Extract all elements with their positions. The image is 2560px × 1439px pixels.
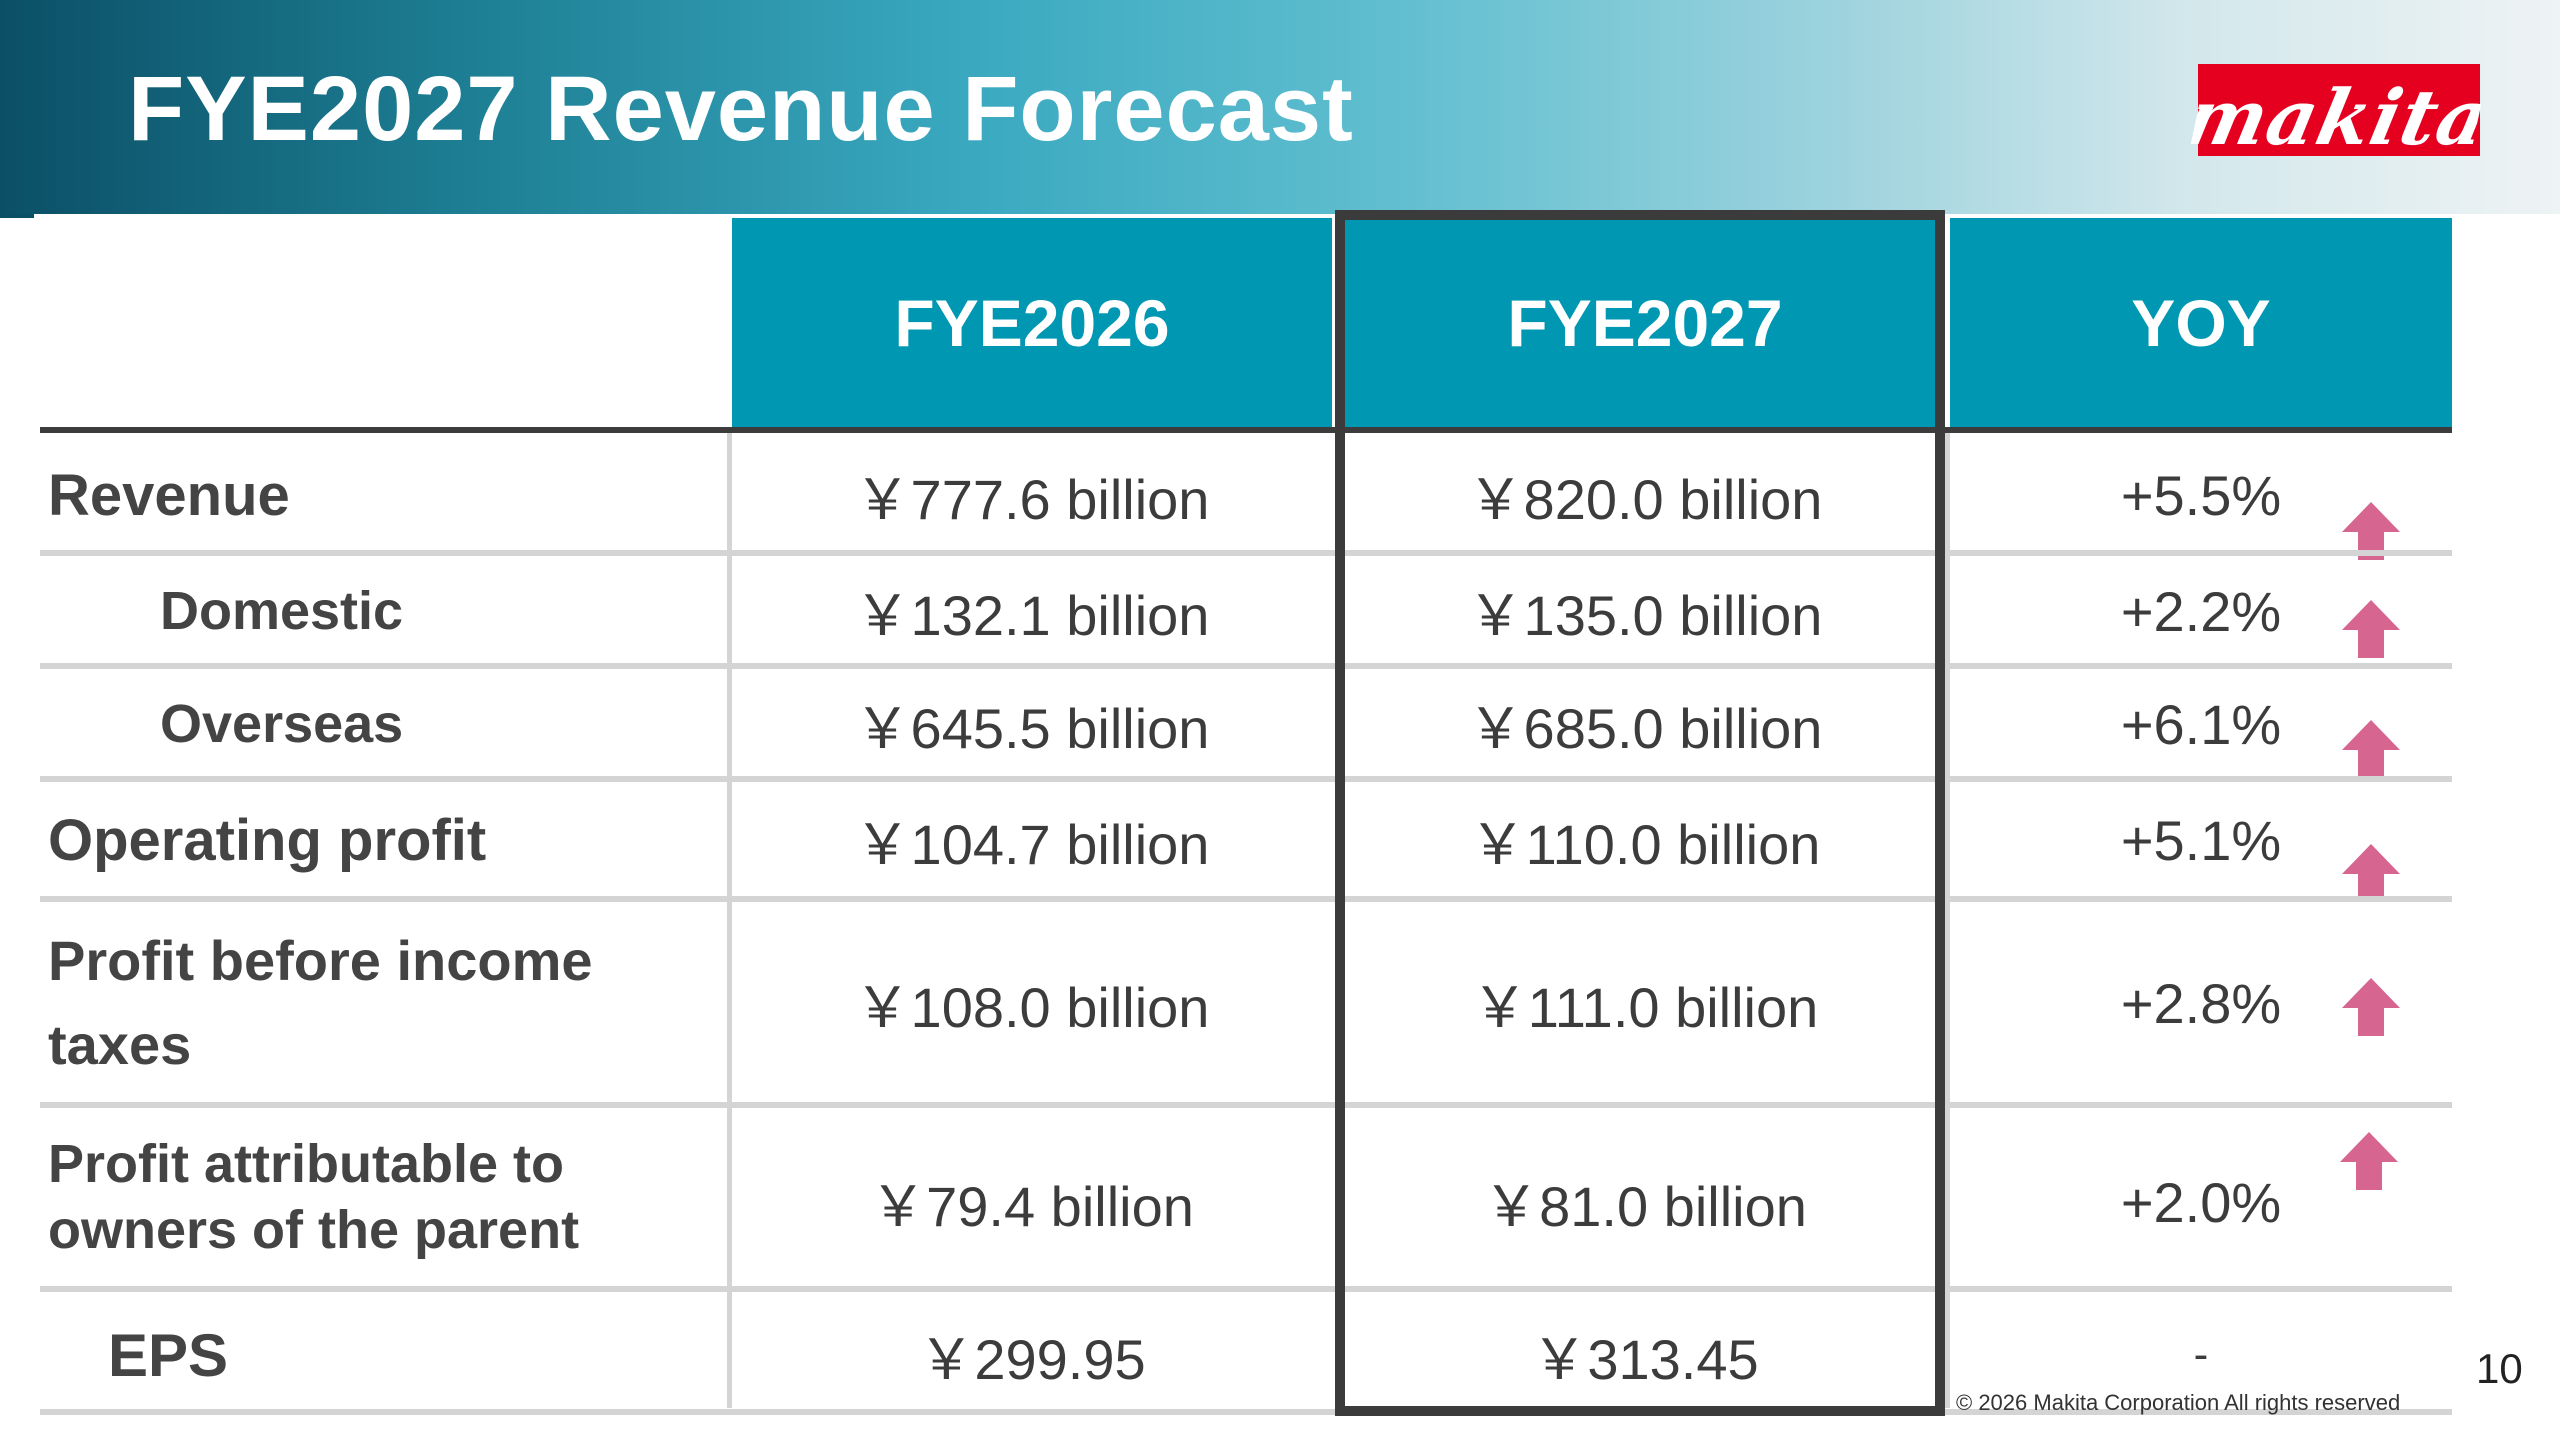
up-arrow-icon <box>2340 718 2402 780</box>
value-fye2027: ￥685.0 billion <box>1467 696 1823 760</box>
row-label-line: Profit attributable to <box>48 1134 564 1194</box>
value-fye2027: ￥313.45 <box>1531 1327 1759 1391</box>
value-fye2026: ￥108.0 billion <box>854 975 1210 1039</box>
value-fye2027: ￥111.0 billion <box>1471 975 1819 1039</box>
value-yoy: +5.1% <box>2120 808 2282 872</box>
logo-wordmark: makita <box>2188 73 2490 156</box>
page-title: FYE2027 Revenue Forecast <box>128 58 1354 160</box>
value-yoy: +2.0% <box>2120 1170 2282 1234</box>
row-label: Profit before income taxes <box>48 902 593 1104</box>
value-fye2026: ￥645.5 billion <box>854 696 1210 760</box>
up-arrow-icon <box>2340 598 2402 660</box>
title-banner <box>0 0 2560 214</box>
up-arrow-icon <box>2340 500 2402 562</box>
value-fye2027: ￥110.0 billion <box>1469 812 1821 876</box>
row-label: Operating profit <box>48 807 487 873</box>
column-divider <box>1945 433 1950 1408</box>
row-divider <box>40 896 2452 902</box>
value-fye2026: ￥132.1 billion <box>854 583 1210 647</box>
up-arrow-icon <box>2340 842 2402 904</box>
row-label-line: owners of the parent <box>48 1200 580 1260</box>
value-yoy: +5.5% <box>2120 463 2282 527</box>
up-arrow-icon <box>2338 1130 2400 1192</box>
value-fye2027: ￥820.0 billion <box>1467 467 1823 531</box>
column-header-fye2027: FYE2027 <box>1345 218 1945 428</box>
value-fye2026: ￥299.95 <box>918 1327 1146 1391</box>
column-header-yoy: YOY <box>1950 218 2452 428</box>
value-fye2027: ￥135.0 billion <box>1467 583 1823 647</box>
value-fye2026: ￥79.4 billion <box>870 1174 1194 1238</box>
header-divider <box>40 427 2452 433</box>
makita-logo: makita <box>2188 64 2490 156</box>
page-number: 10 <box>2476 1345 2523 1392</box>
row-divider <box>40 550 2452 556</box>
value-fye2027: ￥81.0 billion <box>1483 1174 1807 1238</box>
row-label: Domestic <box>160 581 404 641</box>
row-divider <box>40 1102 2452 1108</box>
column-header-fye2026: FYE2026 <box>732 218 1332 428</box>
row-label: Revenue <box>48 462 290 528</box>
row-label-line: Profit before income <box>48 929 593 992</box>
value-fye2026: ￥104.7 billion <box>854 812 1210 876</box>
value-yoy: - <box>2193 1330 2209 1379</box>
row-divider <box>40 1286 2452 1292</box>
value-fye2026: ￥777.6 billion <box>854 467 1210 531</box>
row-divider <box>40 663 2452 669</box>
up-arrow-icon <box>2340 976 2402 1038</box>
row-label: Overseas <box>160 694 404 754</box>
column-divider <box>727 433 732 1408</box>
row-divider <box>40 1409 2452 1415</box>
copyright-notice: © 2026 Makita Corporation All rights res… <box>1956 1390 2401 1415</box>
row-divider <box>40 776 2452 782</box>
row-label: Profit attributable to owners of the par… <box>48 1108 579 1286</box>
value-yoy: +6.1% <box>2120 692 2282 756</box>
row-label: EPS <box>108 1321 229 1389</box>
value-yoy: +2.2% <box>2120 579 2282 643</box>
value-yoy: +2.8% <box>2120 971 2282 1035</box>
row-label-line: taxes <box>48 1013 192 1076</box>
banner-accent <box>0 214 34 218</box>
